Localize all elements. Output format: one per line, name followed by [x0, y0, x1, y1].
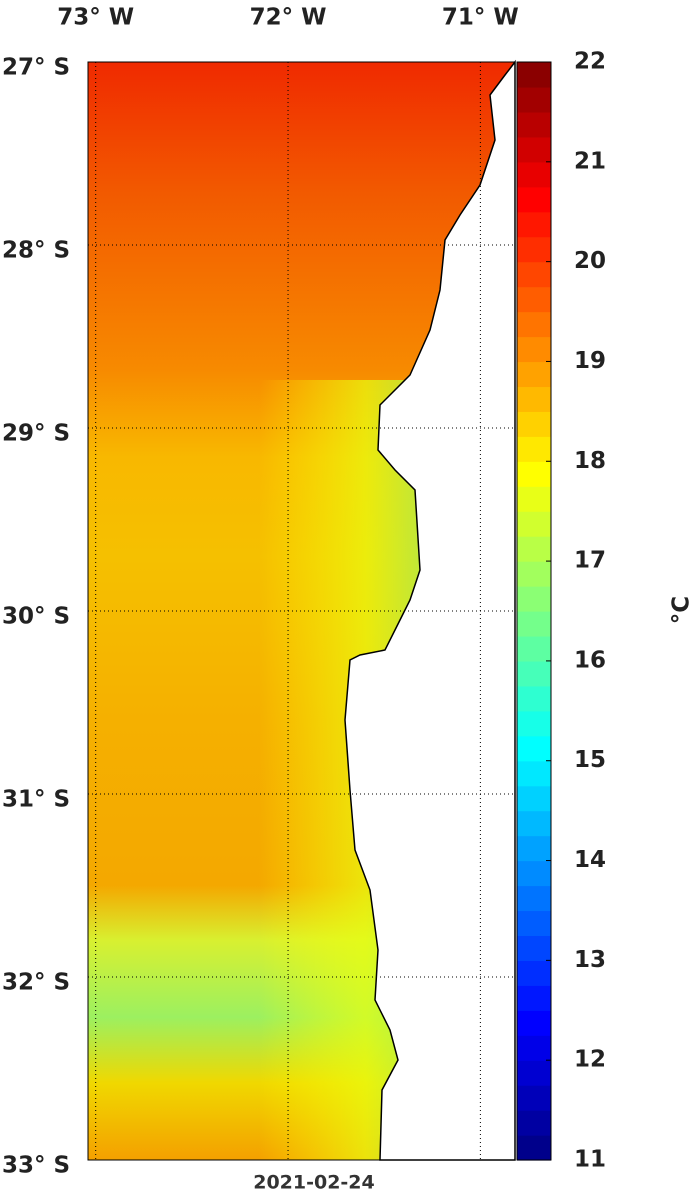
colorbar-tick-label: 14: [574, 847, 606, 873]
lon-label: 72° W: [250, 5, 327, 31]
colorbar-step: [517, 1110, 551, 1136]
colorbar-step: [517, 311, 551, 338]
lat-label: 33° S: [2, 1153, 70, 1179]
colorbar-step: [517, 1135, 551, 1161]
colorbar-step: [517, 1060, 551, 1086]
colorbar-step: [517, 536, 551, 562]
colorbar-step: [517, 386, 551, 412]
colorbar-step: [517, 611, 551, 637]
colorbar-step: [517, 660, 551, 687]
lon-label: 71° W: [442, 5, 519, 31]
colorbar-step: [517, 635, 551, 662]
colorbar-step: [517, 136, 551, 163]
lat-label: 31° S: [2, 787, 70, 813]
colorbar-step: [517, 885, 551, 912]
colorbar-step: [517, 286, 551, 313]
colorbar-tick-label: 17: [574, 548, 606, 574]
colorbar-step: [517, 835, 551, 862]
colorbar-frame: [516, 61, 552, 1161]
colorbar-tick-label: 22: [574, 49, 606, 75]
colorbar-step: [517, 411, 551, 437]
lat-label: 32° S: [2, 970, 70, 996]
colorbar-step: [517, 461, 551, 487]
colorbar-step: [517, 810, 551, 837]
colorbar-step: [517, 62, 551, 88]
lon-label: 73° W: [57, 5, 134, 31]
colorbar-step: [517, 985, 551, 1011]
colorbar-step: [517, 186, 551, 213]
colorbar-step: [517, 361, 551, 388]
colorbar-step: [517, 586, 551, 612]
colorbar-step: [517, 86, 551, 113]
colorbar-step: [517, 1010, 551, 1036]
colorbar-step: [517, 860, 551, 887]
colorbar-tick-label: 12: [574, 1047, 606, 1073]
colorbar-step: [517, 261, 551, 288]
date: 2021-02-24: [253, 1172, 375, 1194]
colorbar-step: [517, 561, 551, 587]
colorbar-step: [517, 785, 551, 812]
colorbar-step: [517, 1085, 551, 1111]
colorbar-step: [517, 1035, 551, 1061]
colorbar-tick-label: 16: [574, 647, 606, 673]
colorbar-step: [517, 735, 551, 762]
colorbar-tick-label: 21: [574, 148, 606, 174]
colorbar-step: [517, 685, 551, 712]
lat-label: 29° S: [2, 421, 70, 447]
lat-label: 28° S: [2, 238, 70, 264]
colorbar-step: [517, 486, 551, 512]
land: [344, 59, 516, 1161]
colorbar-step: [517, 336, 551, 363]
colorbar-step: [517, 236, 551, 263]
lat-label: 30° S: [2, 604, 70, 630]
colorbar: 11 12 13 14 15 16 17 18 19 20 21 22: [516, 49, 606, 1173]
colorbar-tick-label: 18: [574, 448, 606, 474]
colorbar-step: [517, 960, 551, 986]
colorbar-tick-label: 13: [574, 947, 606, 973]
colorbar-step: [517, 935, 551, 961]
colorbar-step: [517, 436, 551, 462]
colorbar-tick-label: 11: [574, 1147, 606, 1173]
colorbar-step: [517, 111, 551, 138]
colorbar-tick-label: 15: [574, 747, 606, 773]
colorbar-step: [517, 211, 551, 238]
colorbar-label: °C: [669, 596, 695, 624]
colorbar-step: [517, 161, 551, 188]
colorbar-tick-label: 20: [574, 248, 606, 274]
colorbar-step: [517, 511, 551, 537]
colorbar-step: [517, 910, 551, 937]
colorbar-tick-label: 19: [574, 348, 606, 374]
colorbar-step: [517, 760, 551, 787]
lat-label: 27° S: [2, 55, 70, 81]
colorbar-step: [517, 710, 551, 737]
